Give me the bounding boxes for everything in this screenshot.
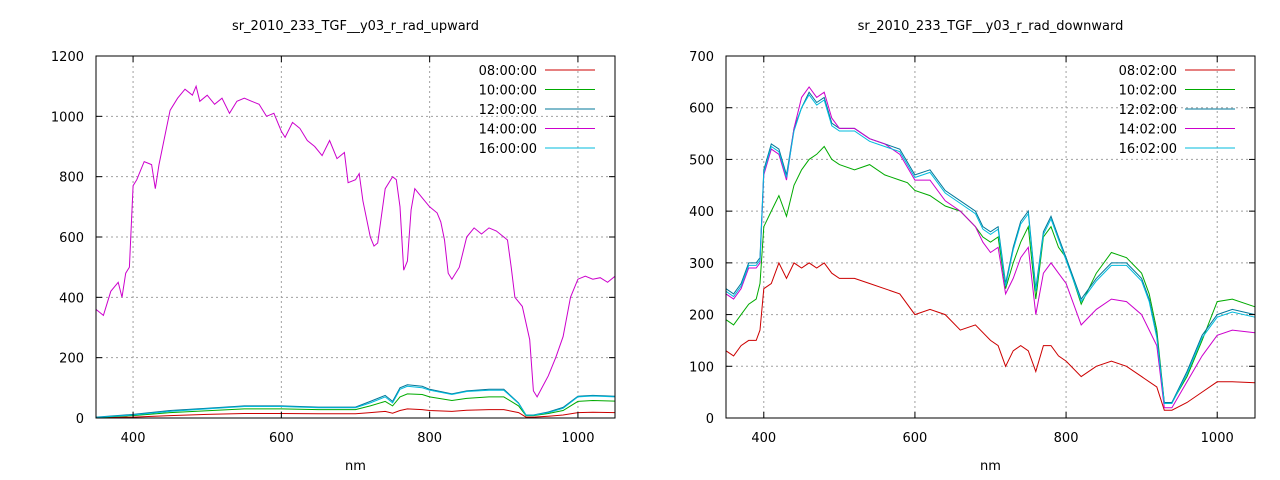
- series-line-100000: [95, 393, 616, 418]
- y-tick-label: 600: [59, 231, 84, 246]
- y-tick-label: 200: [59, 352, 84, 367]
- series-line-140000: [95, 84, 616, 398]
- y-tick-label: 600: [689, 102, 714, 117]
- y-tick-label: 1000: [51, 110, 84, 125]
- x-tick-label: 600: [903, 431, 928, 446]
- x-tick-label: 800: [1054, 431, 1079, 446]
- x-tick-label: 400: [751, 431, 776, 446]
- legend-label: 08:02:00: [1119, 64, 1177, 79]
- x-tick-label: 600: [269, 431, 294, 446]
- chart-2: 400 600 800 1000 0 100 200 300 400 500 600 700 sr_20…: [689, 19, 1256, 474]
- chart-title: sr_2010_233_TGF__y03_r_rad_downward: [858, 19, 1124, 34]
- series-line-140200: [725, 86, 1256, 409]
- legend-label: 10:00:00: [479, 84, 537, 99]
- chart-title: sr_2010_233_TGF__y03_r_rad_upward: [232, 19, 479, 34]
- legend-label: 16:02:00: [1119, 142, 1177, 157]
- x-tick-label: 800: [417, 431, 442, 446]
- y-tick-label: 1200: [51, 50, 84, 65]
- y-tick-label: 300: [689, 257, 714, 272]
- chart-1: 400 600 800 1000 0 200 400 600 800 1000 1200 sr_201…: [51, 19, 616, 474]
- x-tick-label: 1000: [561, 431, 594, 446]
- y-tick-label: 700: [689, 50, 714, 65]
- series-line-080000: [95, 408, 616, 419]
- y-tick-label: 500: [689, 153, 714, 168]
- x-tick-label: 1000: [1201, 431, 1234, 446]
- x-axis-label: nm: [345, 459, 366, 474]
- y-tick-label: 200: [689, 309, 714, 324]
- y-tick-label: 800: [59, 171, 84, 186]
- legend-label: 12:02:00: [1119, 103, 1177, 118]
- y-tick-label: 0: [706, 412, 714, 427]
- y-tick-label: 0: [76, 412, 84, 427]
- legend-label: 14:02:00: [1119, 123, 1177, 138]
- y-tick-label: 100: [689, 360, 714, 375]
- legend-label: 08:00:00: [479, 64, 537, 79]
- legend-label: 12:00:00: [479, 103, 537, 118]
- plot-border: [725, 55, 1256, 419]
- series-line-100200: [725, 145, 1256, 403]
- legend-label: 10:02:00: [1119, 84, 1177, 99]
- x-axis-label: nm: [980, 459, 1001, 474]
- series-line-160200: [725, 93, 1256, 404]
- series-line-120200: [725, 91, 1256, 403]
- legend-label: 16:00:00: [479, 142, 537, 157]
- y-tick-label: 400: [689, 205, 714, 220]
- x-tick-label: 400: [121, 431, 146, 446]
- legend-label: 14:00:00: [479, 123, 537, 138]
- y-tick-label: 400: [59, 291, 84, 306]
- series-line-160000: [95, 385, 616, 418]
- series-line-080200: [725, 261, 1256, 411]
